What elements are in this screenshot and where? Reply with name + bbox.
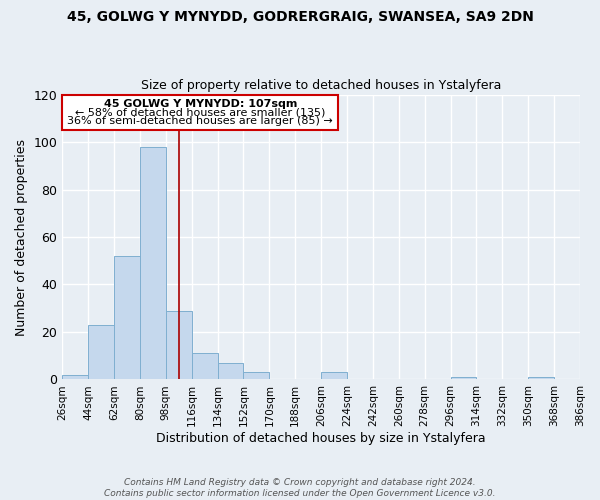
Text: 36% of semi-detached houses are larger (85) →: 36% of semi-detached houses are larger (… [67, 116, 333, 126]
Text: 45, GOLWG Y MYNYDD, GODRERGRAIG, SWANSEA, SA9 2DN: 45, GOLWG Y MYNYDD, GODRERGRAIG, SWANSEA… [67, 10, 533, 24]
Text: ← 58% of detached houses are smaller (135): ← 58% of detached houses are smaller (13… [75, 108, 326, 118]
Bar [244, 372, 269, 380]
Y-axis label: Number of detached properties: Number of detached properties [15, 138, 28, 336]
Bar [166, 310, 192, 380]
X-axis label: Distribution of detached houses by size in Ystalyfera: Distribution of detached houses by size … [157, 432, 486, 445]
Bar [88, 325, 114, 380]
Bar [321, 372, 347, 380]
Text: Contains HM Land Registry data © Crown copyright and database right 2024.
Contai: Contains HM Land Registry data © Crown c… [104, 478, 496, 498]
Bar [451, 377, 476, 380]
Bar [192, 354, 218, 380]
Title: Size of property relative to detached houses in Ystalyfera: Size of property relative to detached ho… [141, 79, 502, 92]
Bar [218, 363, 244, 380]
Bar [528, 377, 554, 380]
Text: 45 GOLWG Y MYNYDD: 107sqm: 45 GOLWG Y MYNYDD: 107sqm [104, 99, 297, 109]
Bar [140, 147, 166, 380]
FancyBboxPatch shape [62, 94, 338, 130]
Bar [114, 256, 140, 380]
Bar [62, 374, 88, 380]
